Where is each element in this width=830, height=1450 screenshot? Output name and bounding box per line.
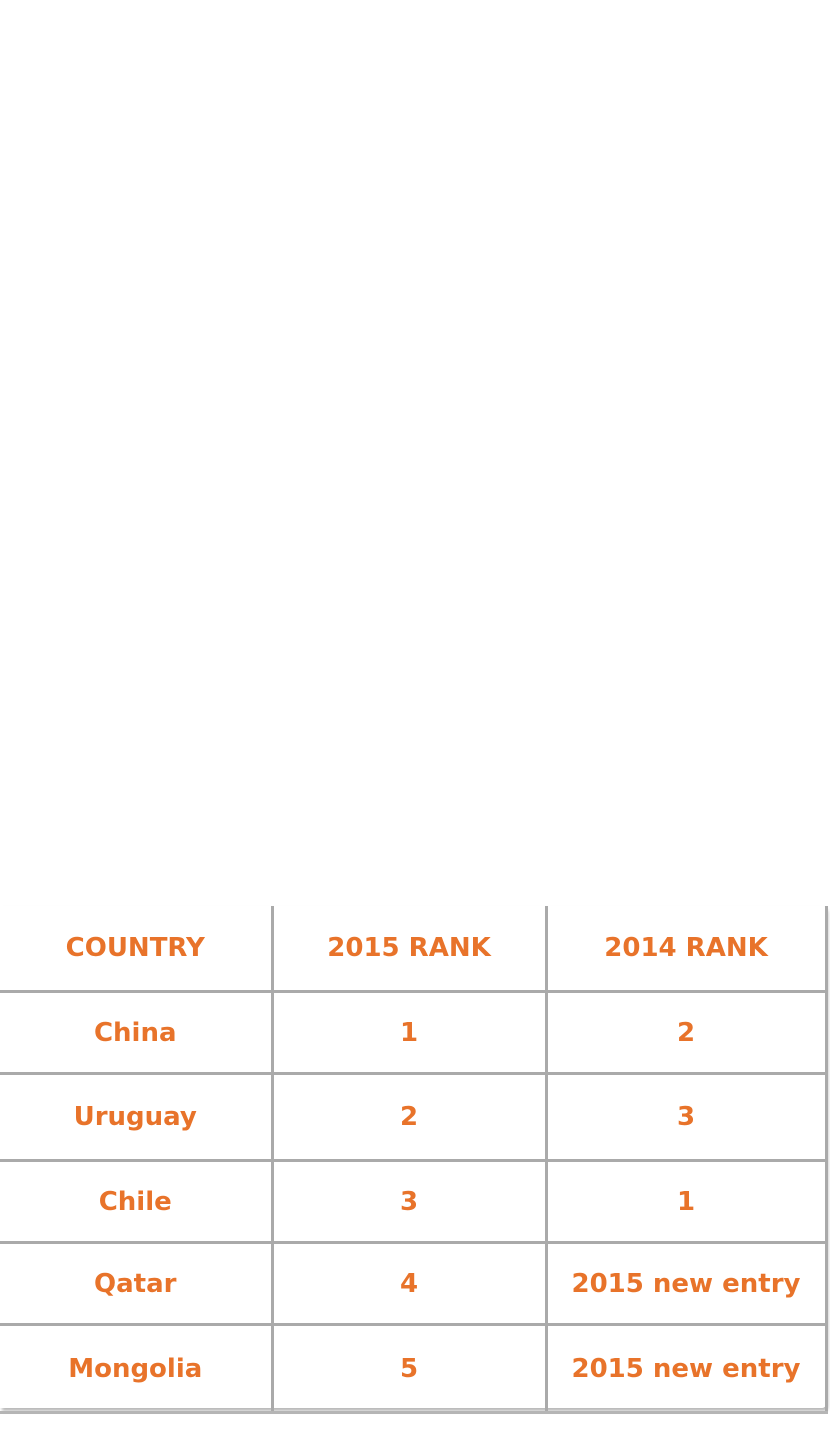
cell-2014-rank: 2015 new entry [546, 1242, 828, 1326]
cell-country: Qatar [0, 1242, 274, 1326]
table-row: Uruguay 2 3 [0, 1073, 828, 1162]
table-header-row: COUNTRY 2015 RANK 2014 RANK [0, 906, 828, 993]
cell-country: Chile [0, 1160, 274, 1244]
cell-2015-rank: 5 [272, 1324, 548, 1414]
rank-table: COUNTRY 2015 RANK 2014 RANK China 1 2 Ur… [0, 906, 828, 1414]
cell-2015-rank: 4 [272, 1242, 548, 1326]
table-row: Mongolia 5 2015 new entry [0, 1324, 828, 1414]
table-row: Qatar 4 2015 new entry [0, 1242, 828, 1326]
cell-country: Mongolia [0, 1324, 274, 1414]
cell-country: China [0, 991, 274, 1075]
cell-2015-rank: 1 [272, 991, 548, 1075]
cell-2014-rank: 3 [546, 1073, 828, 1162]
cell-2014-rank: 1 [546, 1160, 828, 1244]
cell-2014-rank: 2 [546, 991, 828, 1075]
header-country: COUNTRY [0, 906, 274, 993]
cell-country: Uruguay [0, 1073, 274, 1162]
table-row: Chile 3 1 [0, 1160, 828, 1244]
cell-2014-rank: 2015 new entry [546, 1324, 828, 1414]
cell-2015-rank: 3 [272, 1160, 548, 1244]
rank-table-card: COUNTRY 2015 RANK 2014 RANK China 1 2 Ur… [0, 906, 828, 1414]
header-2014-rank: 2014 RANK [546, 906, 828, 993]
header-2015-rank: 2015 RANK [272, 906, 548, 993]
cell-2015-rank: 2 [272, 1073, 548, 1162]
table-row: China 1 2 [0, 991, 828, 1075]
